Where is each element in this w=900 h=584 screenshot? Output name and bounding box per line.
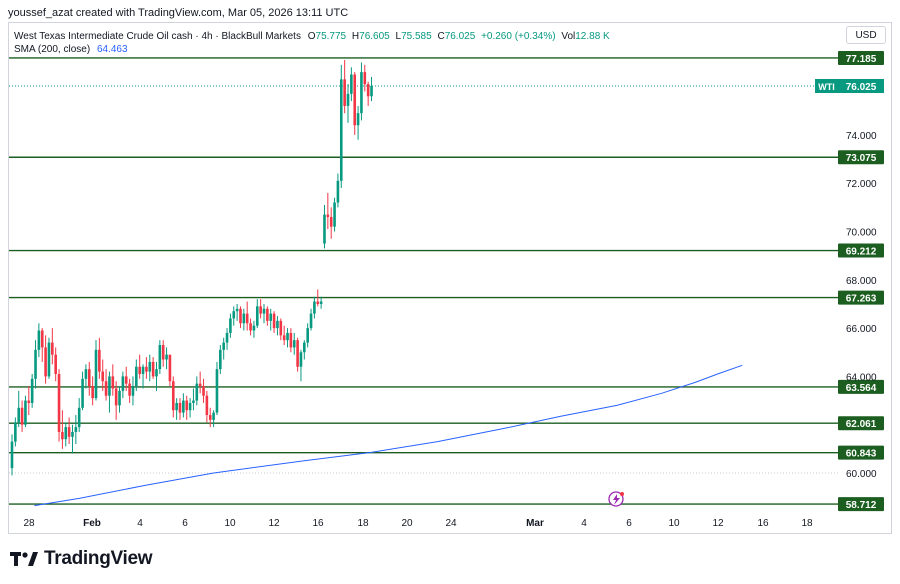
volume-label: Vol: [561, 31, 576, 42]
sma-label: SMA (200, close): [14, 44, 91, 55]
tradingview-logo: TradingView: [10, 548, 153, 570]
high-value: 76.605: [359, 31, 390, 42]
sma-legend[interactable]: SMA (200, close) 64.463: [14, 44, 128, 55]
symbol-title[interactable]: West Texas Intermediate Crude Oil cash ·…: [14, 31, 301, 42]
chart-frame: [8, 22, 892, 534]
volume-value: 12.88 K: [575, 31, 610, 42]
close-label: C: [437, 31, 445, 42]
low-value: 75.585: [401, 31, 432, 42]
low-label: L: [395, 31, 402, 42]
open-value: 75.775: [315, 31, 347, 42]
high-label: H: [351, 31, 360, 42]
header-credit: youssef_azat created with TradingView.co…: [8, 7, 349, 19]
currency-button[interactable]: USD: [846, 26, 886, 44]
chart-legend: West Texas Intermediate Crude Oil cash ·…: [14, 31, 610, 42]
brand-name: TradingView: [44, 548, 153, 569]
tradingview-logo-icon: [10, 552, 38, 566]
close-value: 76.025: [444, 31, 476, 42]
open-label: O: [307, 31, 316, 42]
sma-value: 64.463: [96, 44, 128, 55]
change-value: +0.260 (+0.34%): [481, 31, 556, 42]
